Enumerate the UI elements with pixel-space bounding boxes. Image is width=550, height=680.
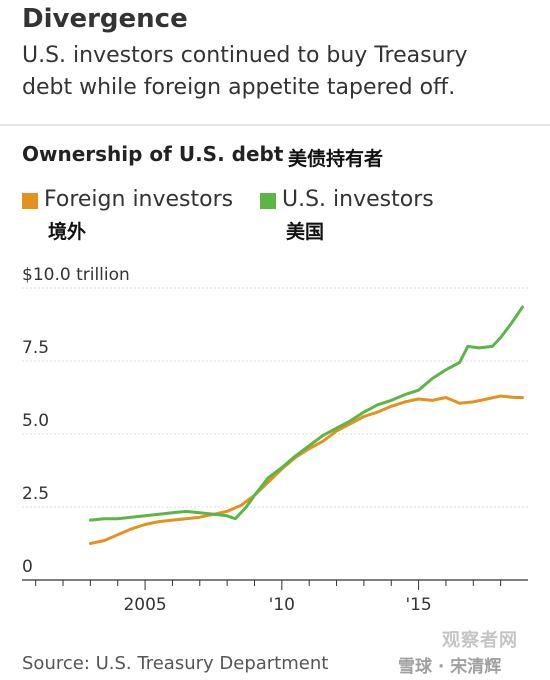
subtitle: U.S. investors continued to buy Treasury… (22, 43, 468, 100)
y-tick-label: 7.5 (22, 338, 49, 358)
chart-title-cn: 美债持有者 (288, 148, 384, 170)
x-tick-label: 2005 (123, 595, 166, 615)
legend-label-foreign: Foreign investors (44, 187, 234, 212)
y-tick-label: 5.0 (22, 411, 49, 431)
line-chart: 0 2.5 5.0 7.5 $10.0 trillion 2005 '10 '15 (22, 265, 528, 615)
series-line-us (88, 305, 524, 522)
legend-swatch-us (260, 193, 276, 209)
legend-label-us-cn: 美国 (286, 221, 325, 243)
y-tick-label: 2.5 (22, 484, 49, 504)
x-tick-label: '15 (405, 595, 431, 615)
x-tick-label: '10 (269, 595, 295, 615)
divider (0, 124, 550, 126)
y-tick-label: $10.0 trillion (22, 265, 130, 285)
headline: Divergence (22, 4, 188, 34)
legend-label-us: U.S. investors (282, 187, 434, 212)
watermark-site: 观察者网 (442, 630, 518, 651)
legend-label-foreign-cn: 境外 (48, 221, 87, 243)
series-line-foreign (88, 394, 524, 545)
chart-title: Ownership of U.S. debt (22, 142, 284, 166)
watermark: 雪球 · 宋清辉 (398, 657, 502, 677)
y-tick-label: 0 (22, 557, 33, 577)
legend-swatch-foreign (22, 193, 38, 209)
source-note: Source: U.S. Treasury Department (22, 653, 329, 674)
